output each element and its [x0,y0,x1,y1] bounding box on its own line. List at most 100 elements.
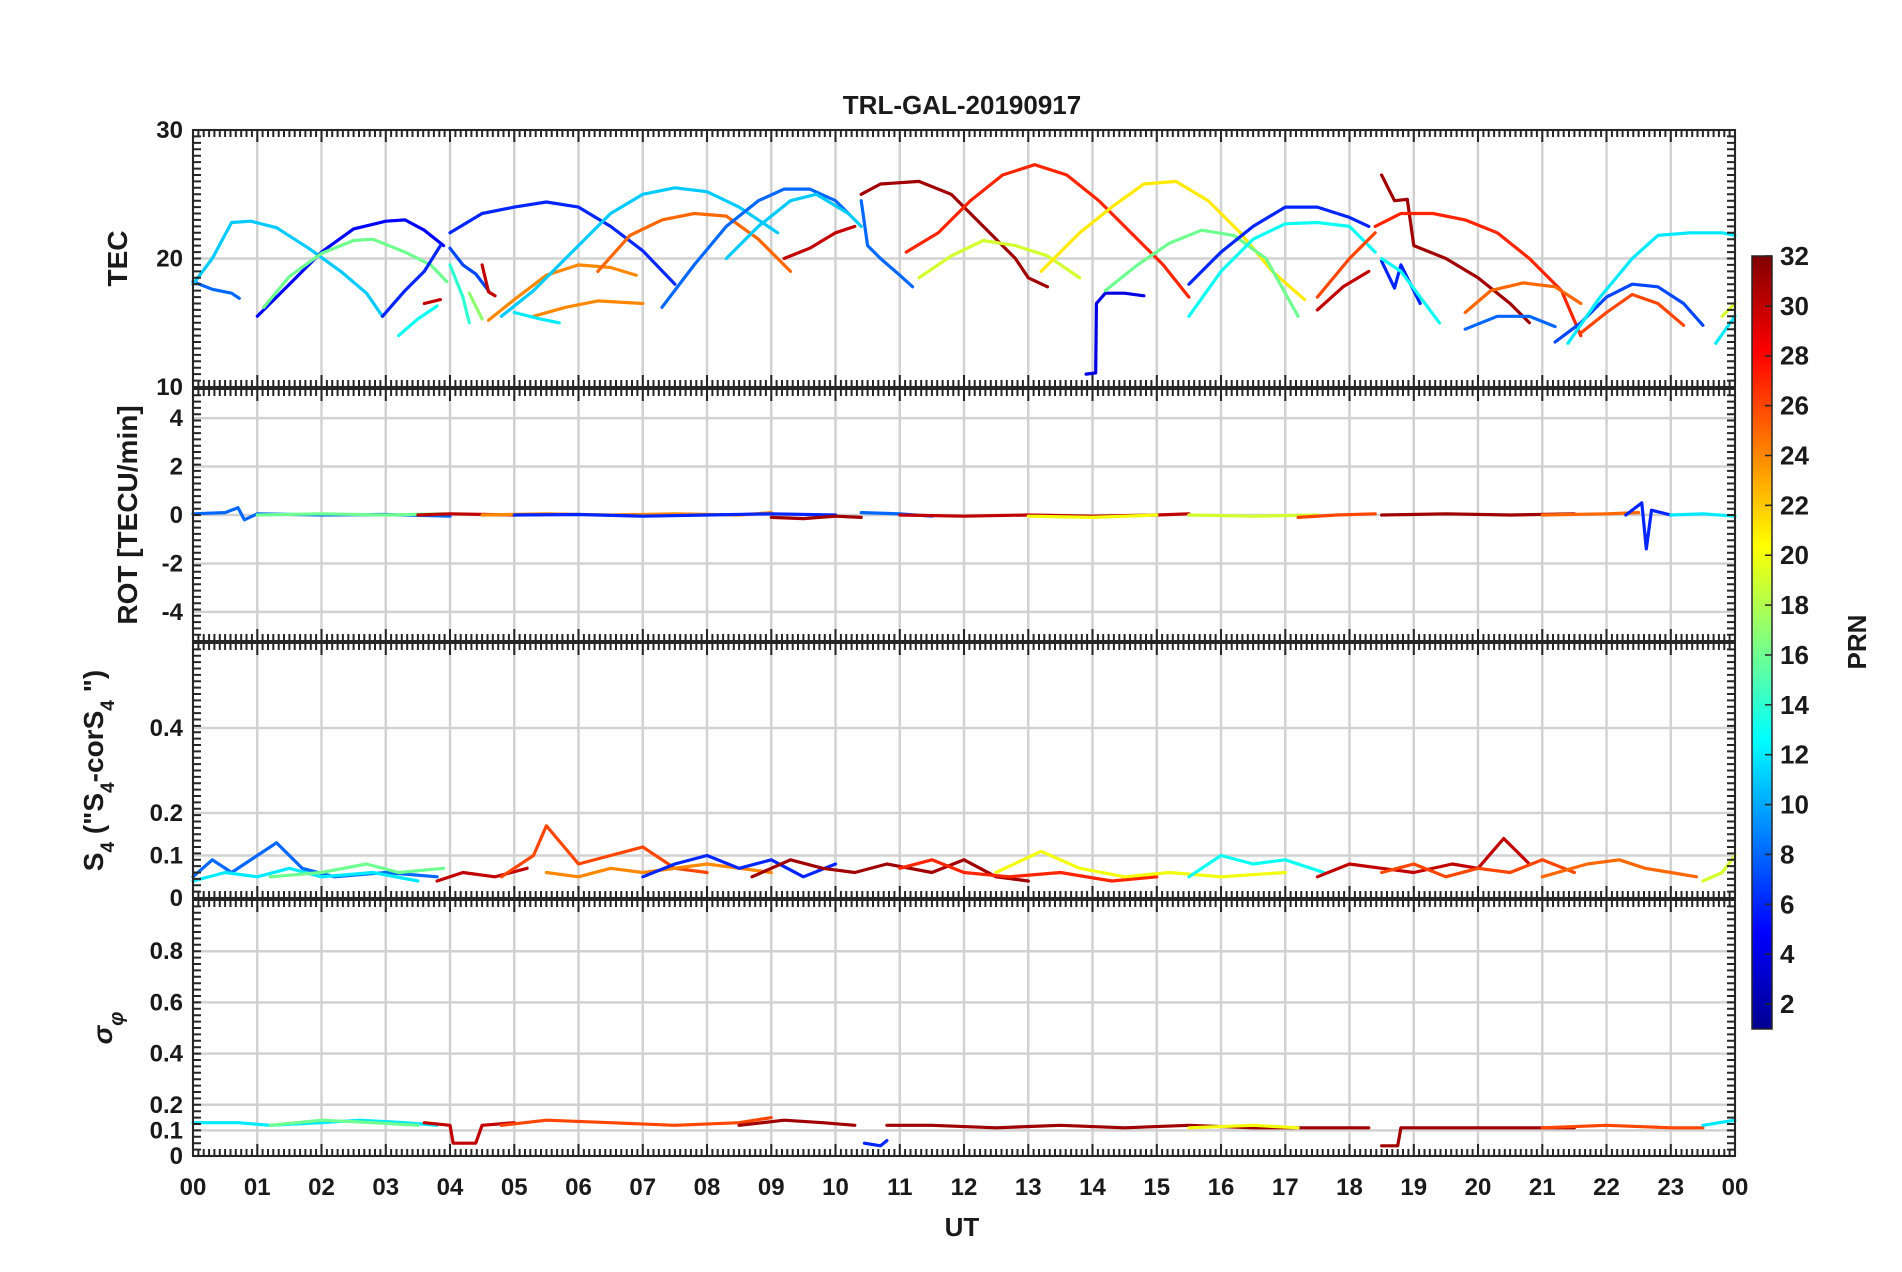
colorbar-tick-label: 16 [1780,640,1809,670]
x-tick-label: 03 [372,1174,399,1201]
y-tick-label: 20 [156,246,183,273]
series-line-prn-30 [435,866,529,883]
series-line-prn-8 [191,280,241,300]
colorbar-tick-label: 6 [1780,889,1794,919]
x-tick-label: 23 [1657,1174,1684,1201]
series-line-prn-11 [191,219,385,318]
panel-frame [192,388,1736,642]
series-line-prn-27 [904,163,1191,299]
series-line-prn-16 [268,862,446,879]
series-line-prn-30 [782,224,857,261]
grid [191,900,1737,1158]
series-line-prn-12 [191,1118,439,1127]
series-line-prn-31 [737,1118,857,1127]
series-group [191,1116,1737,1148]
series-line-prn-31 [1380,1126,1576,1148]
y-tick-label: -2 [162,550,183,577]
series-line-prn-4 [1084,291,1146,376]
x-tick-label: 11 [887,1174,912,1201]
x-tick-label: 19 [1400,1174,1427,1201]
x-tick-label: 12 [951,1174,978,1201]
series-line-prn-26 [1296,512,1377,519]
series-line-prn-13 [1187,853,1326,879]
colorbar-tick-label: 30 [1780,291,1809,321]
y-tick-label: 4 [170,405,184,432]
x-tick-label: 02 [308,1174,335,1201]
series-line-prn-24 [544,862,773,879]
series-line-prn-6 [1187,205,1371,286]
series-line-prn-31 [1380,173,1531,325]
x-tick-labels: 00 01 02 03 04 05 06 07 08 09 10 11 12 13 14 15 16 17 18 19… [180,1174,1749,1201]
x-tick-label: 05 [501,1174,528,1201]
y-tick-label: 30 [156,117,183,144]
series-line-prn-12 [191,866,420,883]
x-tick-label: 01 [244,1174,271,1201]
colorbar-tick-label: 12 [1780,740,1809,770]
series-line-prn-21 [1039,179,1307,302]
panel-sigma_phi: 00.10.2 0.4 0.6 0.8 σφ [87,899,1737,1170]
x-tick-label: 04 [437,1174,464,1201]
x-tick-label: 22 [1593,1174,1620,1201]
colorbar-tick-label: 10 [1780,790,1809,820]
series-line-prn-27 [1373,211,1583,338]
y-tick-label: 0 [170,502,183,529]
series-line-prn-26 [1380,858,1576,879]
series-line-prn-20 [994,849,1287,879]
x-tick-label: 14 [1079,1174,1106,1201]
panel-frame [192,642,1736,899]
y-tick-label: 0 [170,1143,183,1170]
series-line-prn-7 [448,246,491,293]
series-group [191,501,1737,551]
colorbar-tick-label: 8 [1780,839,1794,869]
x-axis-label: UT [945,1212,980,1242]
series-line-prn-12 [1566,231,1737,345]
colorbar-tick-label: 24 [1780,440,1809,470]
x-tick-label: 20 [1465,1174,1492,1201]
colorbar-tick-label: 14 [1780,690,1809,720]
colorbar-gradient [1751,255,1773,1030]
y-tick-label: 0.4 [150,1041,184,1068]
series-line-prn-26 [499,1116,773,1127]
y-axis-label: σφ [87,1012,128,1045]
series-line-prn-25 [1540,858,1699,879]
x-tick-label: 18 [1336,1174,1363,1201]
series-line-prn-12 [1714,314,1737,345]
series-line-prn-13 [397,304,439,338]
x-tick-label: 16 [1208,1174,1235,1201]
series-group [191,163,1737,376]
x-tick-label: 00 [1722,1174,1749,1201]
panel-tec: 10 20 30 TEC [102,117,1737,401]
y-tick-label: 0.6 [150,989,183,1016]
series-line-prn-31 [859,179,1050,289]
series-line-prn-13 [1187,220,1377,318]
colorbar-tick-label: 28 [1780,341,1809,371]
series-line-prn-30 [1315,836,1531,879]
colorbar-tick-label: 4 [1780,939,1795,969]
y-tick-label: 0 [170,885,183,912]
chart-title: TRL-GAL-20190917 [843,90,1081,120]
series-line-prn-17 [467,291,484,321]
series-line-prn-25 [596,211,793,273]
series-line-prn-8 [859,199,915,289]
series-line-prn-27 [898,858,1159,883]
y-axis-label: TEC [102,231,133,287]
series-line-prn-12 [1669,512,1737,518]
x-tick-label: 08 [694,1174,721,1201]
series-line-prn-30 [1315,269,1371,312]
series-line-prn-6 [448,200,677,286]
y-axis-label: S4 ("S4-corS4 ") [78,670,119,871]
series-line-prn-6 [512,512,838,518]
x-tick-label: 17 [1272,1174,1299,1201]
y-axis-label: ROT [TECU/min] [112,405,143,624]
x-tick-label: 21 [1529,1174,1556,1201]
colorbar-tick-label: 26 [1780,391,1809,421]
panel-frame [192,129,1736,388]
y-tick-label: 0.4 [150,715,184,742]
x-tick-label: 07 [629,1174,656,1201]
colorbar-label: PRN [1842,615,1872,670]
series-line-prn-5 [255,218,446,318]
series-line-prn-11 [724,192,863,261]
